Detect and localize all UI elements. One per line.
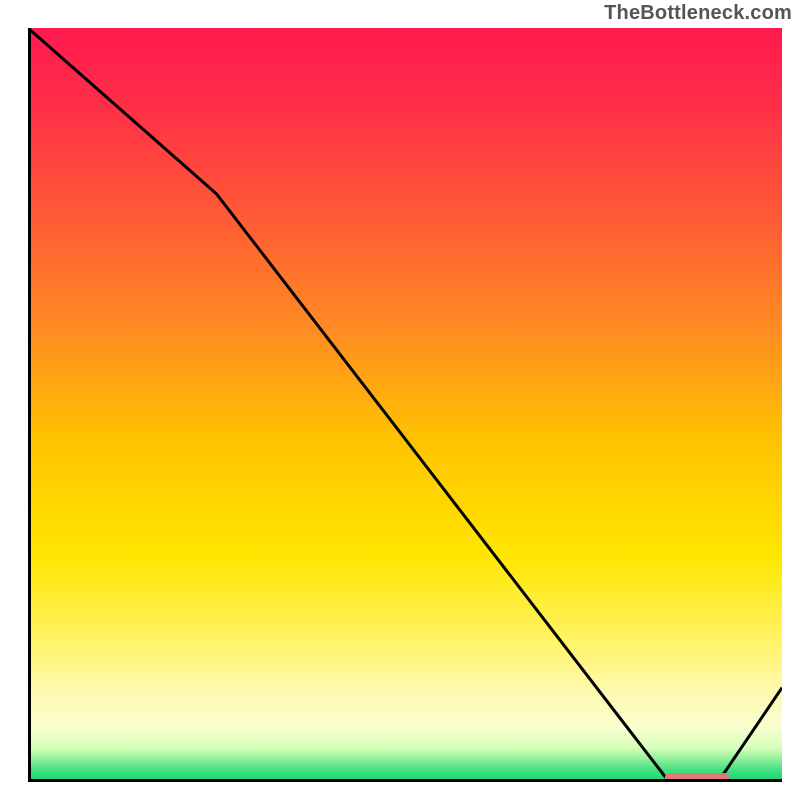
curve-line xyxy=(28,28,782,782)
watermark-text: TheBottleneck.com xyxy=(604,2,792,25)
chart-container: TheBottleneck.com xyxy=(0,0,800,800)
y-axis xyxy=(28,28,31,782)
x-axis xyxy=(28,779,782,782)
plot-area xyxy=(28,28,782,782)
